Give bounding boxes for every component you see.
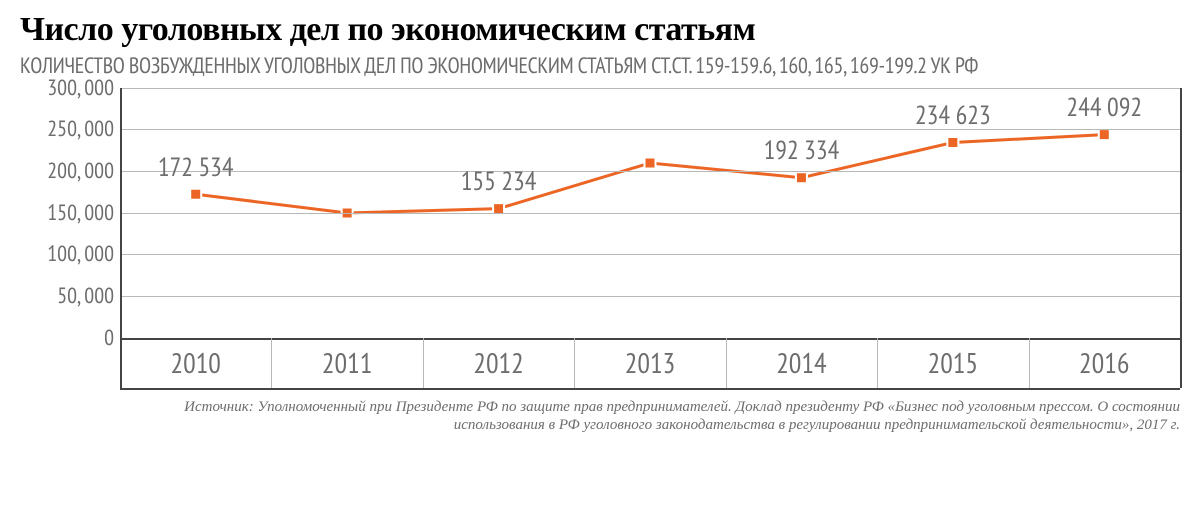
plot-area: 2010201120122013201420152016 172 534 155 … (120, 88, 1180, 388)
x-separator (726, 338, 727, 388)
x-separator (271, 338, 272, 388)
x-separator (574, 338, 575, 388)
series-marker (190, 188, 201, 199)
data-label: 192 334 (764, 134, 840, 167)
x-separator (423, 338, 424, 388)
x-axis-right-line (1180, 88, 1182, 388)
x-axis-bottom-line (120, 388, 1180, 390)
series-line (196, 134, 1105, 212)
series-marker (796, 172, 807, 183)
chart-source: Источник: Уполномоченный при Президенте … (20, 398, 1180, 436)
data-label: 155 234 (461, 165, 537, 198)
y-axis: 050, 000100, 000150, 000200, 000250, 000… (20, 88, 120, 338)
series-marker (1099, 129, 1110, 140)
data-label: 172 534 (158, 151, 234, 184)
gridline (120, 296, 1180, 297)
gridline (120, 213, 1180, 214)
x-category-label: 2010 (120, 338, 271, 388)
x-category-label: 2013 (574, 338, 725, 388)
x-category-label: 2016 (1029, 338, 1180, 388)
y-tick-label: 300, 000 (47, 74, 114, 102)
x-separator (877, 338, 878, 388)
chart-zone: 0 50, 000 100, 000 150, 000 200, 000 250, 000… (20, 88, 1180, 388)
source-line1: Источник: Уполномоченный при Президенте … (184, 399, 1180, 415)
data-label: 234 623 (915, 99, 991, 132)
y-tick-label: 250, 000 (47, 115, 114, 143)
gridline (120, 129, 1180, 130)
gridline (120, 338, 1180, 340)
x-category-label: 2015 (877, 338, 1028, 388)
x-separator (1029, 338, 1030, 388)
y-tick-label: 50, 000 (57, 282, 114, 310)
gridline (120, 171, 1180, 172)
series-marker (947, 137, 958, 148)
y-tick-label: 200, 000 (47, 157, 114, 185)
chart-subtitle: КОЛИЧЕСТВО ВОЗБУЖДЕННЫХ УГОЛОВНЫХ ДЕЛ ПО… (20, 52, 1180, 80)
x-category-label: 2012 (423, 338, 574, 388)
x-category-label: 2014 (726, 338, 877, 388)
x-axis: 2010201120122013201420152016 (120, 338, 1180, 388)
gridline (120, 254, 1180, 255)
y-tick-label: 150, 000 (47, 199, 114, 227)
y-tick-label: 100, 000 (47, 240, 114, 268)
y-axis-line (120, 88, 122, 388)
y-tick-label: 0 (104, 324, 114, 352)
x-category-label: 2011 (271, 338, 422, 388)
series-marker (645, 157, 656, 168)
gridline (120, 88, 1180, 89)
source-line2: использования в РФ уголовного законодате… (454, 417, 1180, 433)
chart-title: Число уголовных дел по экономическим ста… (20, 12, 1180, 48)
data-label: 244 092 (1066, 91, 1142, 124)
